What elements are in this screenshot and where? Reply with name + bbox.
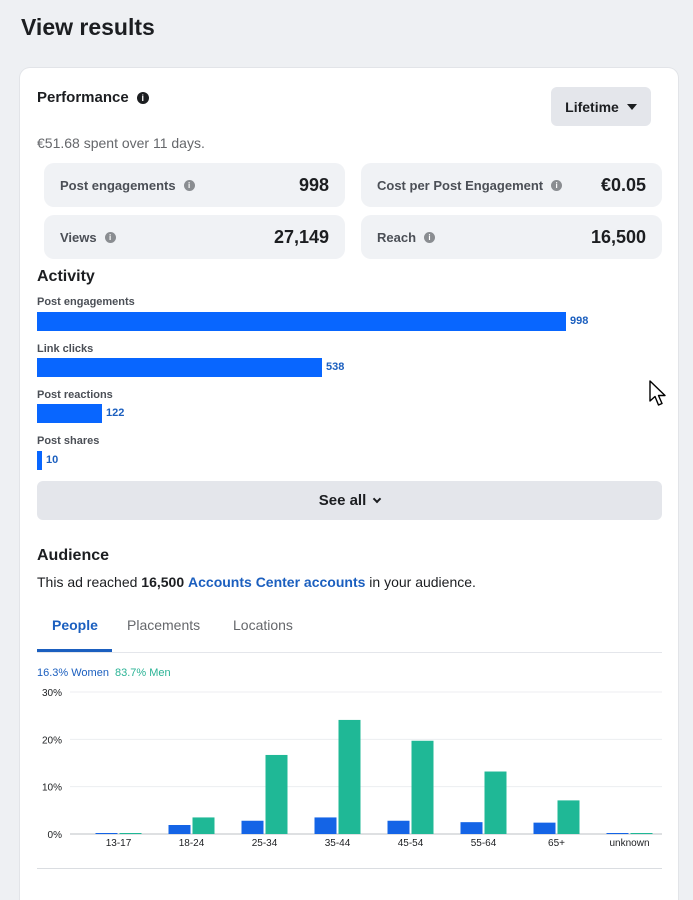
- performance-card: Performance i Lifetime €51.68 spent over …: [20, 68, 678, 900]
- chevron-down-icon: [373, 494, 382, 503]
- bar-men: [119, 833, 142, 834]
- tab-locations[interactable]: Locations: [233, 617, 293, 633]
- activity-bar: [37, 404, 102, 423]
- x-tick-label: 55-64: [471, 838, 497, 849]
- reach-count: 16,500: [141, 574, 185, 590]
- see-all-button[interactable]: See all: [37, 481, 662, 520]
- activity-title: Activity: [37, 268, 95, 285]
- activity-label: Link clicks: [37, 343, 94, 355]
- info-icon[interactable]: i: [136, 92, 149, 104]
- metric-label: Reach: [377, 229, 417, 245]
- x-tick-label: 65+: [548, 838, 565, 849]
- section-divider: [37, 868, 662, 869]
- y-tick-label: 30%: [42, 688, 62, 699]
- x-tick-label: unknown: [609, 838, 649, 849]
- bar-men: [265, 754, 288, 834]
- activity-value: 10: [46, 454, 59, 466]
- activity-bar: [37, 358, 322, 377]
- activity-value: 538: [326, 361, 345, 373]
- activity-label: Post shares: [37, 435, 100, 447]
- x-tick-label: 25-34: [252, 838, 278, 849]
- bar-women: [168, 825, 191, 834]
- y-tick-label: 20%: [42, 735, 62, 746]
- metric-label: Cost per Post Engagement: [377, 177, 544, 193]
- bar-women: [95, 833, 118, 834]
- see-all-label: See all: [318, 492, 367, 509]
- metric-value: 27,149: [273, 226, 329, 247]
- bar-men: [411, 740, 434, 834]
- info-icon[interactable]: i: [104, 231, 116, 243]
- legend-men: 83.7% Men: [114, 667, 171, 679]
- bar-men: [192, 817, 215, 834]
- activity-value: 998: [570, 315, 589, 327]
- info-icon[interactable]: i: [424, 231, 436, 243]
- tabs-divider: [37, 652, 662, 653]
- bar-women: [460, 822, 483, 834]
- x-tick-label: 35-44: [325, 838, 351, 849]
- bar-men: [484, 771, 507, 834]
- bar-women: [387, 820, 410, 834]
- activity-bar: [37, 451, 42, 470]
- legend-women: 16.3% Women: [37, 667, 109, 679]
- x-tick-label: 45-54: [398, 838, 424, 849]
- tab-people[interactable]: People: [52, 617, 98, 633]
- y-tick-label: 10%: [42, 783, 62, 794]
- bar-women: [533, 822, 556, 834]
- activity-bar: [37, 312, 566, 331]
- y-tick-label: 0%: [48, 830, 63, 841]
- reach-prefix: This ad reached: [37, 574, 142, 590]
- metric-value: 998: [298, 174, 329, 195]
- active-tab-indicator: [37, 649, 112, 652]
- lifetime-label: Lifetime: [565, 98, 619, 115]
- bar-men: [338, 719, 361, 834]
- tab-placements[interactable]: Placements: [127, 617, 201, 633]
- metric-label: Views: [60, 229, 97, 245]
- metric-value: €0.05: [600, 174, 646, 195]
- metric-reach: Reach i 16,500: [361, 215, 662, 259]
- audience-reach-text: This ad reached 16,500 Accounts Center a…: [37, 574, 476, 590]
- performance-title-text: Performance: [37, 89, 129, 106]
- spent-summary: €51.68 spent over 11 days.: [37, 135, 205, 151]
- metric-label: Post engagements: [60, 177, 176, 193]
- page-title: View results: [21, 14, 155, 40]
- x-tick-label: 13-17: [106, 838, 132, 849]
- metric-views: Views i 27,149: [44, 215, 345, 259]
- gender-legend: 16.3% Women 83.7% Men: [37, 667, 171, 679]
- bar-men: [630, 833, 653, 834]
- bar-women: [314, 817, 337, 834]
- bar-women: [606, 833, 629, 834]
- caret-down-icon: [626, 103, 637, 110]
- audience-title: Audience: [37, 547, 110, 564]
- age-gender-chart: 0% 10% 20% 30% 13-17 18-24 25-34 35-44 45-54 55-6…: [42, 688, 662, 849]
- activity-label: Post engagements: [37, 296, 135, 308]
- activity-label: Post reactions: [37, 389, 113, 401]
- info-icon[interactable]: i: [183, 179, 195, 191]
- info-icon[interactable]: i: [551, 179, 563, 191]
- x-tick-label: 18-24: [179, 838, 205, 849]
- mouse-cursor-icon: [649, 380, 666, 406]
- accounts-center-link[interactable]: Accounts Center accounts: [188, 574, 366, 590]
- lifetime-dropdown-button[interactable]: Lifetime: [551, 87, 651, 126]
- reach-suffix: in your audience.: [365, 574, 476, 590]
- activity-value: 122: [106, 407, 125, 419]
- metric-cost-per-engagement: Cost per Post Engagement i €0.05: [361, 163, 662, 207]
- performance-title: Performance i: [37, 89, 149, 106]
- metric-post-engagements: Post engagements i 998: [44, 163, 345, 207]
- bar-men: [557, 800, 580, 834]
- bar-women: [241, 820, 264, 834]
- metric-value: 16,500: [590, 226, 646, 247]
